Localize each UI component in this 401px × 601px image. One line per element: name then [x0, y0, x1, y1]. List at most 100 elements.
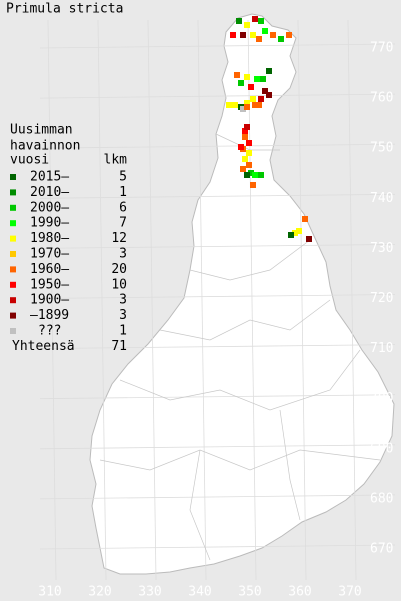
legend-label: 2010–: [30, 185, 69, 200]
observation: [246, 140, 252, 146]
observation: [250, 182, 256, 188]
northing-label: 750: [370, 141, 393, 156]
observation: [244, 104, 250, 110]
legend-swatch: [10, 281, 16, 288]
grid-line: [297, 19, 307, 581]
grid: [39, 19, 396, 581]
grid-line: [39, 193, 396, 199]
border: [99, 449, 381, 471]
observation: [250, 96, 256, 102]
observation: [250, 32, 256, 38]
legend-count: 12: [111, 231, 127, 246]
easting-label: 370: [338, 585, 361, 600]
observation: [252, 16, 258, 22]
observation: [238, 80, 244, 86]
legend-count: 3: [119, 308, 127, 323]
northing-label: 760: [370, 91, 393, 106]
legend-swatch: [10, 266, 16, 273]
legend-heading: Uusimman: [10, 123, 73, 138]
legend-swatch: [10, 251, 16, 257]
grid-line: [97, 19, 107, 581]
legend-count: 3: [119, 247, 127, 262]
observation: [232, 102, 238, 108]
border: [189, 449, 211, 561]
observations: [226, 16, 312, 242]
grid-line: [39, 43, 396, 49]
observation: [240, 106, 246, 112]
legend-count: 5: [119, 170, 127, 185]
legend-label: ???: [38, 324, 61, 339]
observation: [266, 92, 272, 98]
observation: [234, 72, 240, 78]
observation: [226, 102, 232, 108]
legend-count: 3: [119, 293, 127, 308]
observation: [258, 18, 264, 24]
observation: [244, 124, 250, 130]
observation: [244, 100, 250, 106]
observation: [252, 102, 258, 108]
observation: [248, 170, 254, 176]
observation: [256, 36, 262, 42]
legend-swatch: [10, 312, 16, 319]
easting-label: 330: [138, 585, 161, 600]
northing-label: 740: [370, 191, 393, 206]
northing-label: 710: [370, 341, 393, 356]
grid-line: [39, 344, 396, 349]
legend-label: –1899: [30, 308, 69, 323]
legend-count: 20: [111, 262, 127, 277]
northing-label: 690: [370, 441, 393, 456]
observation: [244, 74, 250, 80]
legend-swatch: [10, 204, 16, 211]
legend-label: 1900–: [30, 293, 69, 308]
easting-label: 350: [238, 585, 261, 600]
legend-swatch: [10, 328, 16, 334]
grid-line: [39, 494, 396, 500]
grid-line: [39, 143, 396, 149]
legend-swatch: [10, 297, 16, 304]
observation: [288, 232, 294, 238]
border: [279, 409, 301, 521]
observation: [262, 88, 268, 94]
observation: [240, 32, 246, 38]
observation: [246, 150, 252, 156]
grid-line: [39, 444, 396, 450]
northing-label: 720: [370, 291, 393, 306]
observation: [256, 102, 262, 108]
legend-column: vuosi: [10, 153, 49, 168]
title: Primula stricta: [6, 2, 123, 17]
observation: [266, 68, 272, 74]
observation: [254, 76, 260, 82]
legend-heading: havainnon: [10, 139, 80, 154]
grid-line: [147, 19, 157, 581]
observation: [286, 32, 292, 38]
legend-label: 2000–: [30, 200, 69, 215]
legend-swatch: [10, 189, 16, 196]
grid-line: [39, 544, 396, 550]
observation: [242, 134, 248, 140]
easting-label: 320: [88, 585, 111, 600]
grid-line: [247, 19, 257, 581]
region-borders: [99, 133, 381, 561]
observation: [258, 96, 264, 102]
legend-count: 1: [119, 185, 127, 200]
observation: [242, 156, 248, 162]
observation: [246, 162, 252, 168]
observation: [248, 84, 254, 90]
observation: [306, 236, 312, 242]
legend-count: 1: [119, 324, 127, 339]
easting-label: 310: [38, 585, 61, 600]
observation: [260, 76, 266, 82]
observation: [244, 22, 250, 28]
grid-line: [347, 19, 357, 581]
grid-line: [197, 19, 207, 581]
grid-line: [47, 19, 57, 581]
total-count: 71: [111, 339, 127, 354]
legend-count: 6: [119, 200, 127, 215]
easting-label: 340: [188, 585, 211, 600]
legend-column: lkm: [104, 153, 128, 168]
total-label: Yhteensä: [12, 339, 75, 354]
grid-line: [39, 394, 396, 400]
observation: [252, 172, 258, 178]
